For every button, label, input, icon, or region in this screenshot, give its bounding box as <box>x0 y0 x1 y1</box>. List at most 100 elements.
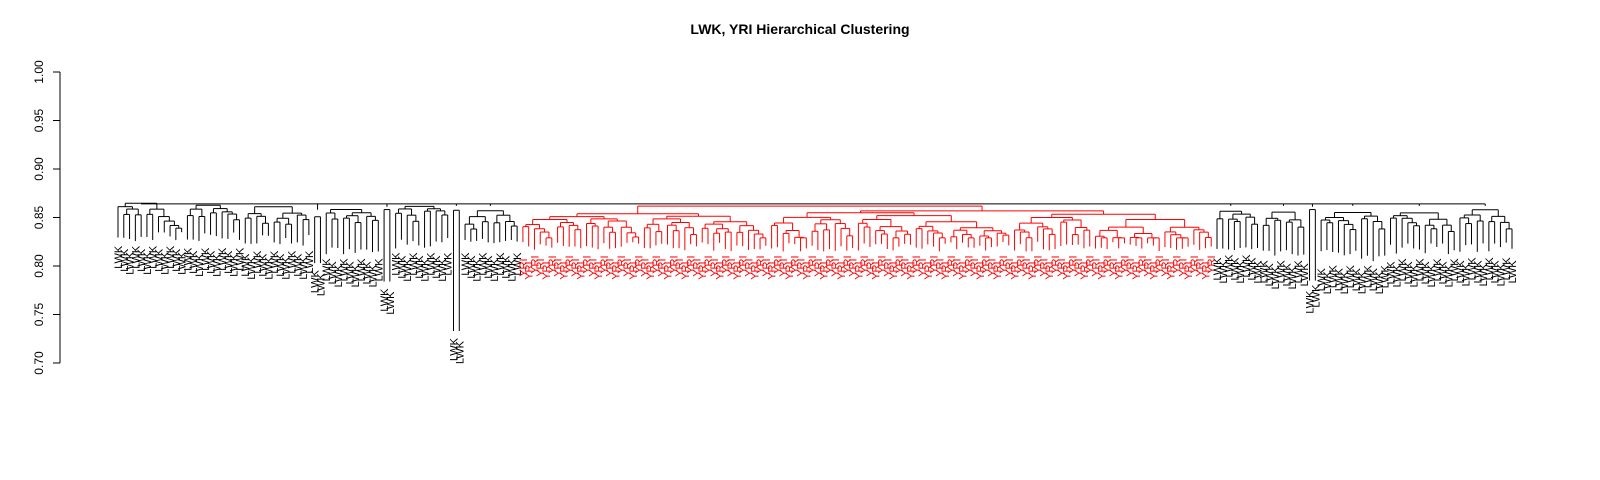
leaf-label: LWK <box>1467 257 1479 281</box>
leaf-label: LWK <box>269 250 281 274</box>
leaf-label: YRI <box>992 261 1004 279</box>
leaf-label: YRI <box>674 258 686 276</box>
leaf-label: YRI <box>900 258 912 276</box>
leaf-label: LWK <box>171 248 183 272</box>
leaf-label: LWK <box>466 255 478 279</box>
leaf-label: YRI <box>1004 258 1016 276</box>
leaf-label: LWK <box>379 288 391 312</box>
leaf-label: LWK <box>460 252 472 276</box>
leaf-label: LWK <box>217 247 229 271</box>
leaf-label: LWK <box>1316 267 1328 291</box>
leaf-label: LWK <box>240 253 252 277</box>
leaf-label: YRI <box>1102 255 1114 273</box>
leaf-label: YRI <box>535 258 547 276</box>
leaf-label: YRI <box>634 255 646 273</box>
leaf-label: YRI <box>772 255 784 273</box>
leaf-label: LWK <box>368 264 380 288</box>
leaf-label: LWK <box>304 250 316 274</box>
leaf-label: YRI <box>582 255 594 273</box>
leaf-label: LWK <box>339 258 351 282</box>
leaf-label: LWK <box>1333 267 1345 291</box>
leaf-label: LWK <box>1310 284 1322 308</box>
leaf-label: YRI <box>865 258 877 276</box>
leaf-label: YRI <box>651 255 663 273</box>
leaf-label: LWK <box>1438 261 1450 285</box>
leaf-label: LWK <box>1247 257 1259 281</box>
leaf-label: LWK <box>194 253 206 277</box>
leaf-label: YRI <box>587 258 599 276</box>
leaf-label: LWK <box>1409 264 1421 288</box>
leaf-label: LWK <box>1224 254 1236 278</box>
leaf-label: LWK <box>229 253 241 277</box>
leaf-label: YRI <box>576 261 588 279</box>
leaf-label: LWK <box>1299 263 1311 287</box>
leaf-label: LWK <box>1270 266 1282 290</box>
leaf-label: LWK <box>113 245 125 269</box>
leaf-label: YRI <box>969 258 981 276</box>
leaf-label: YRI <box>1172 255 1184 273</box>
leaf-label: YRI <box>905 261 917 279</box>
chart-title: LWK, YRI Hierarchical Clustering <box>690 21 909 37</box>
leaf-label: LWK <box>281 256 293 280</box>
leaf-label: YRI <box>1154 255 1166 273</box>
leaf-label: YRI <box>888 261 900 279</box>
leaf-label: LWK <box>391 252 403 276</box>
leaf-label: LWK <box>1264 263 1276 287</box>
leaf-label: YRI <box>558 261 570 279</box>
leaf-label: LWK <box>1386 261 1398 285</box>
leaf-label: LWK <box>177 251 189 275</box>
leaf-label: LWK <box>315 272 327 296</box>
leaf-labels: LWKLWKLWKLWKLWKLWKLWKLWKLWKLWKLWKLWKLWKL… <box>113 245 1519 364</box>
leaf-label: LWK <box>1281 263 1293 287</box>
leaf-label: LWK <box>483 255 495 279</box>
leaf-label: LWK <box>350 264 362 288</box>
leaf-label: LWK <box>333 264 345 288</box>
leaf-label: YRI <box>807 255 819 273</box>
leaf-label: LWK <box>1218 260 1230 284</box>
leaf-label: LWK <box>1276 260 1288 284</box>
leaf-label: YRI <box>1038 258 1050 276</box>
leaf-label: YRI <box>1183 261 1195 279</box>
leaf-label: YRI <box>923 261 935 279</box>
leaf-label: YRI <box>541 261 553 279</box>
leaf-label: YRI <box>1050 255 1062 273</box>
leaf-label: YRI <box>842 255 854 273</box>
leaf-label: YRI <box>686 255 698 273</box>
leaf-label: LWK <box>1478 263 1490 287</box>
leaf-label: LWK <box>408 252 420 276</box>
leaf-label: YRI <box>680 261 692 279</box>
leaf-label: LWK <box>1449 258 1461 282</box>
leaf-label: YRI <box>610 261 622 279</box>
leaf-label: LWK <box>356 258 368 282</box>
leaf-label: LWK <box>501 255 513 279</box>
leaf-label: LWK <box>1357 270 1369 294</box>
leaf-label: LWK <box>246 256 258 280</box>
leaf-label: YRI <box>877 255 889 273</box>
leaf-label: LWK <box>448 337 460 361</box>
leaf-label: LWK <box>1455 260 1467 284</box>
leaf-label: YRI <box>1021 258 1033 276</box>
leaf-label: LWK <box>263 256 275 280</box>
leaf-label: YRI <box>975 261 987 279</box>
leaf-label: LWK <box>425 252 437 276</box>
leaf-label: YRI <box>703 255 715 273</box>
leaf-label: LWK <box>125 251 137 275</box>
leaf-label: YRI <box>934 258 946 276</box>
leaf-label: LWK <box>506 258 518 282</box>
leaf-label: LWK <box>344 261 356 285</box>
leaf-label: LWK <box>362 261 374 285</box>
leaf-label: YRI <box>547 255 559 273</box>
leaf-label: YRI <box>911 255 923 273</box>
leaf-label: YRI <box>1148 261 1160 279</box>
leaf-label: YRI <box>616 255 628 273</box>
leaf-label: YRI <box>529 255 541 273</box>
leaf-label: YRI <box>767 261 779 279</box>
leaf-label: YRI <box>940 261 952 279</box>
leaf-label: YRI <box>599 255 611 273</box>
leaf-label: LWK <box>1241 254 1253 278</box>
leaf-label: LWK <box>275 253 287 277</box>
leaf-label: YRI <box>952 258 964 276</box>
leaf-label: YRI <box>749 261 761 279</box>
leaf-label: YRI <box>1143 258 1155 276</box>
leaf-label: YRI <box>518 258 530 276</box>
